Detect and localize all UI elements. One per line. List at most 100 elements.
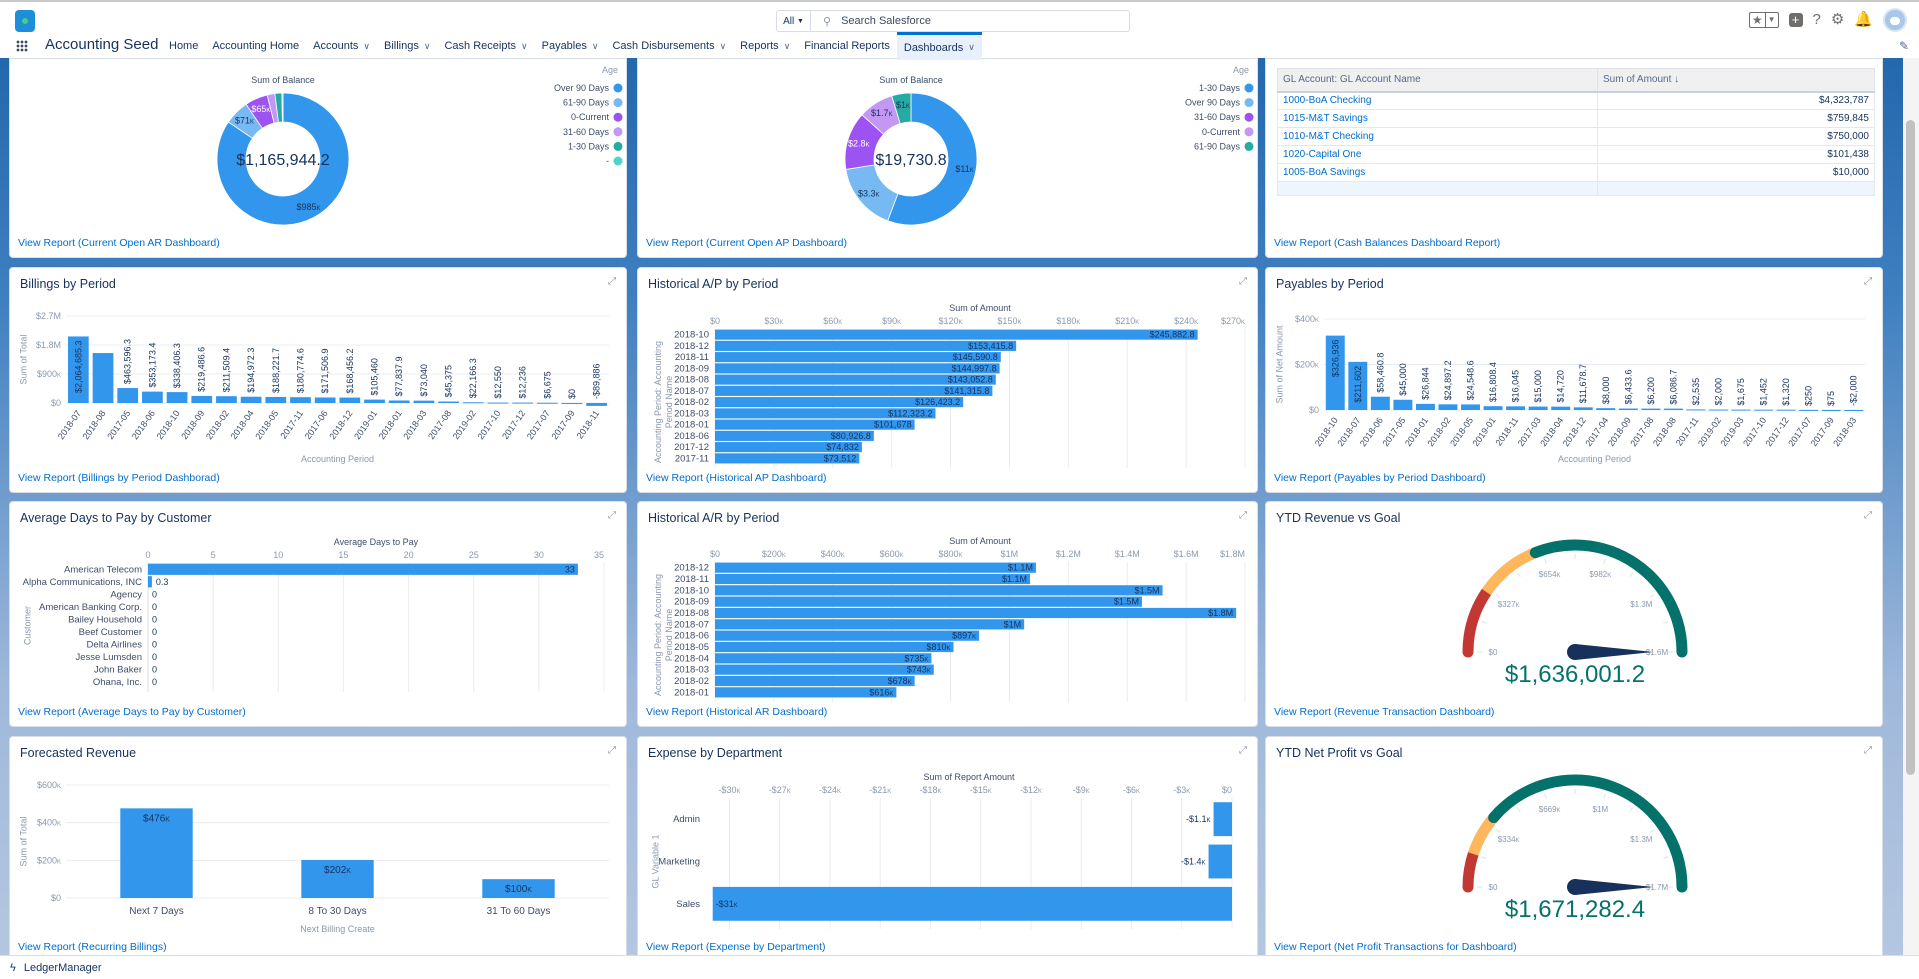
nav-tab-financial-reports[interactable]: Financial Reports bbox=[797, 32, 897, 60]
bar[interactable] bbox=[715, 619, 1025, 630]
bar[interactable] bbox=[715, 363, 1000, 374]
chevron-down-icon[interactable]: ∨ bbox=[521, 40, 528, 51]
bar[interactable] bbox=[715, 453, 860, 464]
bar[interactable] bbox=[265, 396, 287, 403]
bar[interactable] bbox=[715, 664, 934, 675]
app-launcher-icon[interactable] bbox=[16, 40, 28, 52]
bar[interactable] bbox=[142, 391, 163, 403]
bar[interactable] bbox=[715, 397, 964, 408]
gl-account-link[interactable]: 1000-BoA Checking bbox=[1277, 91, 1598, 110]
expand-icon[interactable]: ⤢ bbox=[1864, 745, 1872, 756]
view-report-link[interactable]: View Report (Expense by Department) bbox=[646, 941, 826, 953]
bar[interactable] bbox=[462, 402, 484, 404]
nav-tab-reports[interactable]: Reports ∨ bbox=[733, 32, 797, 60]
search-scope-dropdown[interactable]: All ▼ bbox=[777, 11, 811, 31]
favorites-star-icon[interactable]: ★ bbox=[1751, 13, 1763, 27]
bar[interactable] bbox=[715, 352, 1001, 363]
bar[interactable] bbox=[715, 385, 993, 396]
bar[interactable] bbox=[715, 562, 1036, 573]
nav-tab-cash-disbursements[interactable]: Cash Disbursements ∨ bbox=[605, 32, 733, 60]
bar[interactable] bbox=[1370, 396, 1390, 410]
bar[interactable] bbox=[1393, 399, 1413, 410]
user-avatar[interactable] bbox=[1883, 8, 1907, 32]
bar[interactable] bbox=[1596, 408, 1616, 410]
view-report-link[interactable]: View Report (Historical AR Dashboard) bbox=[646, 706, 828, 718]
setup-gear-icon[interactable]: ⚙ bbox=[1830, 11, 1845, 28]
bar[interactable] bbox=[67, 336, 89, 403]
bar[interactable] bbox=[148, 576, 152, 588]
bar[interactable] bbox=[240, 396, 262, 403]
chevron-down-icon[interactable]: ∨ bbox=[968, 42, 975, 52]
bar[interactable] bbox=[512, 402, 533, 404]
view-report-link[interactable]: View Report (Average Days to Pay by Cust… bbox=[18, 706, 246, 718]
bar[interactable] bbox=[364, 399, 385, 403]
help-icon[interactable]: ? bbox=[1812, 11, 1821, 28]
search-input[interactable] bbox=[841, 15, 1102, 27]
bar[interactable] bbox=[92, 353, 114, 403]
bar[interactable] bbox=[1641, 408, 1661, 410]
chevron-down-icon[interactable]: ∨ bbox=[719, 40, 727, 51]
bar[interactable] bbox=[216, 396, 237, 403]
nav-tab-accounting-home[interactable]: Accounting Home bbox=[205, 32, 306, 60]
bar[interactable] bbox=[712, 886, 1232, 921]
bar[interactable] bbox=[1461, 404, 1480, 410]
bar[interactable] bbox=[314, 397, 336, 403]
view-report-link[interactable]: View Report (Payables by Period Dashboar… bbox=[1274, 472, 1486, 484]
bar[interactable] bbox=[1776, 409, 1796, 411]
scrollbar[interactable] bbox=[1903, 58, 1919, 955]
gl-account-link[interactable]: 1015-M&T Savings bbox=[1277, 109, 1598, 128]
bar[interactable] bbox=[438, 401, 459, 403]
bar[interactable] bbox=[1754, 409, 1774, 411]
donut-slice[interactable] bbox=[281, 92, 284, 123]
expand-icon[interactable]: ⤢ bbox=[1239, 745, 1247, 756]
column-header[interactable]: Sum of Amount ↓ bbox=[1597, 68, 1875, 93]
gl-account-link[interactable]: 1020-Capital One bbox=[1277, 145, 1598, 164]
bar[interactable] bbox=[1731, 409, 1751, 411]
bar[interactable] bbox=[715, 442, 862, 453]
bar[interactable] bbox=[117, 388, 139, 403]
nav-tab-payables[interactable]: Payables ∨ bbox=[535, 32, 606, 60]
expand-icon[interactable]: ⤢ bbox=[608, 745, 616, 756]
bar[interactable] bbox=[715, 607, 1237, 619]
bar[interactable] bbox=[1208, 844, 1232, 879]
bar[interactable] bbox=[1709, 409, 1728, 411]
bar[interactable] bbox=[1325, 335, 1345, 410]
donut-slice[interactable] bbox=[216, 92, 350, 226]
bar[interactable] bbox=[1663, 408, 1683, 410]
bar[interactable] bbox=[191, 395, 213, 403]
bar[interactable] bbox=[1844, 410, 1864, 411]
bar[interactable] bbox=[715, 641, 954, 653]
app-logo[interactable] bbox=[15, 10, 35, 32]
view-report-link[interactable]: View Report (Net Profit Transactions for… bbox=[1274, 941, 1517, 953]
donut-slice[interactable] bbox=[887, 92, 978, 226]
bar[interactable] bbox=[1799, 409, 1819, 411]
nav-tab-dashboards[interactable]: Dashboards ∨ bbox=[896, 32, 982, 60]
bar[interactable] bbox=[1686, 409, 1706, 411]
view-report-link[interactable]: View Report (Historical AP Dashboard) bbox=[646, 472, 827, 484]
bar[interactable] bbox=[1506, 406, 1526, 410]
bar[interactable] bbox=[1573, 407, 1593, 410]
bar[interactable] bbox=[148, 563, 578, 575]
favorites-button[interactable]: ★ ▼ bbox=[1748, 12, 1779, 28]
nav-tab-accounts[interactable]: Accounts ∨ bbox=[306, 32, 377, 60]
chevron-down-icon[interactable]: ∨ bbox=[423, 40, 431, 51]
bar[interactable] bbox=[1213, 802, 1232, 837]
edit-nav-pencil-icon[interactable]: ✎ bbox=[1898, 39, 1909, 53]
bar[interactable] bbox=[715, 596, 1142, 607]
bar[interactable] bbox=[120, 808, 193, 898]
bar[interactable] bbox=[715, 653, 932, 664]
bar[interactable] bbox=[715, 419, 915, 430]
bar[interactable] bbox=[715, 408, 936, 419]
scrollbar-thumb[interactable] bbox=[1906, 120, 1915, 775]
nav-tab-cash-receipts[interactable]: Cash Receipts ∨ bbox=[437, 32, 534, 60]
bar[interactable] bbox=[536, 402, 558, 404]
gl-account-link[interactable]: 1005-BoA Savings bbox=[1277, 163, 1598, 182]
view-report-link[interactable]: View Report (Recurring Billings) bbox=[18, 941, 167, 953]
bar[interactable] bbox=[1483, 406, 1503, 410]
view-report-link[interactable]: View Report (Current Open AP Dashboard) bbox=[646, 237, 847, 249]
bar[interactable] bbox=[1821, 409, 1841, 411]
expand-icon[interactable]: ⤢ bbox=[1864, 510, 1872, 521]
donut-slice[interactable] bbox=[891, 92, 912, 125]
bar[interactable] bbox=[1528, 406, 1548, 410]
bar[interactable] bbox=[561, 403, 583, 404]
